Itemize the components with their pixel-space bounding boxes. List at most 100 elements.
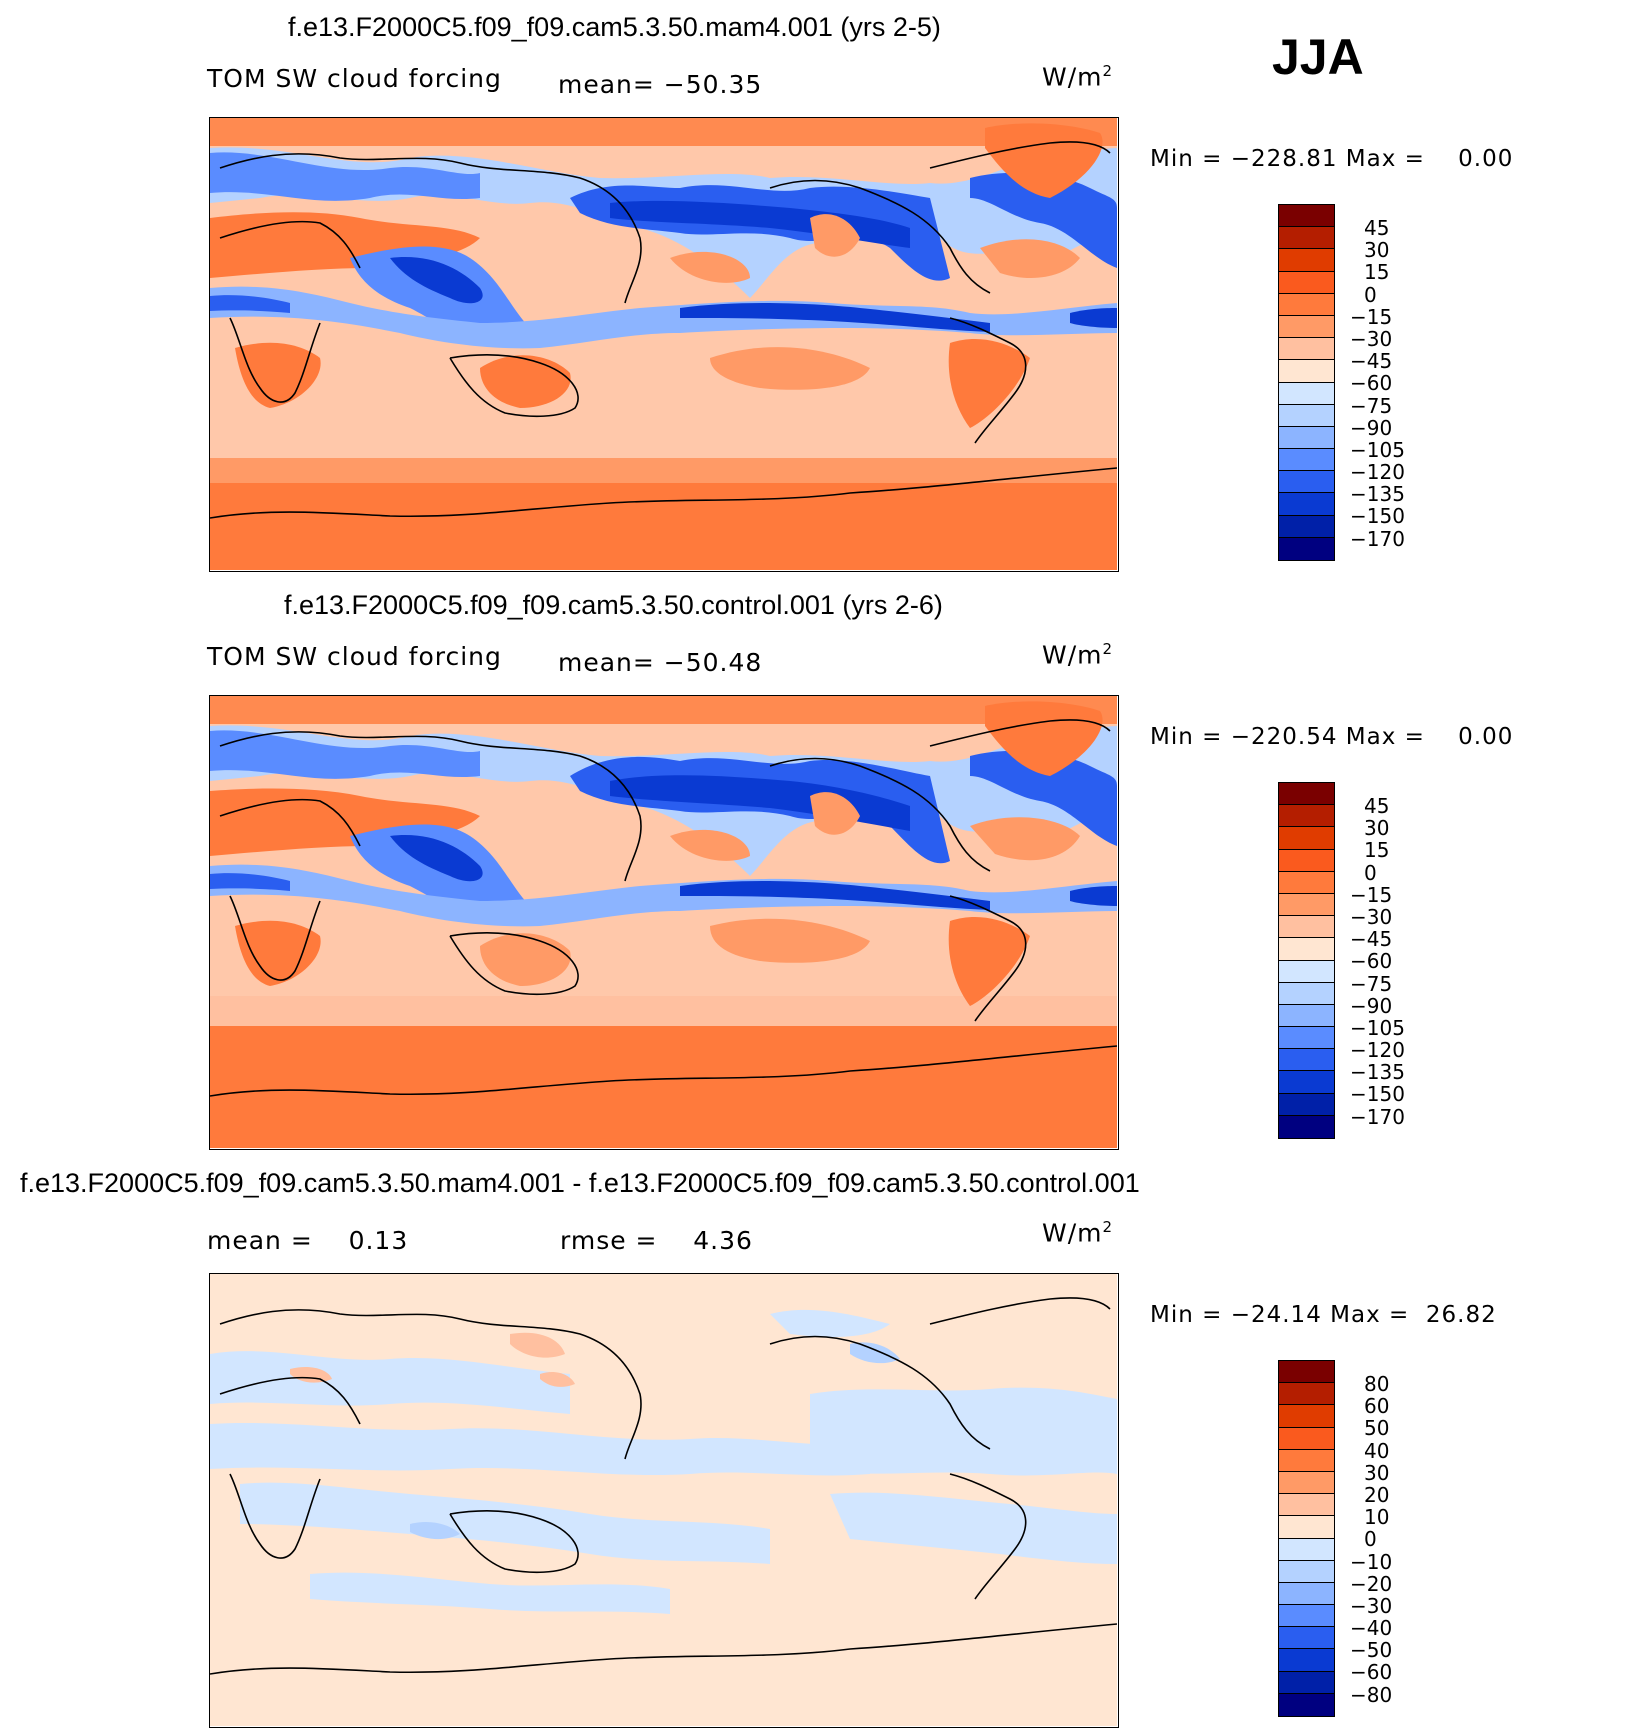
colorbar-tick-label: −30: [1350, 904, 1393, 929]
colorbar-swatch: [1279, 449, 1334, 472]
colorbar-swatches: [1279, 1361, 1334, 1716]
panel-2-title: f.e13.F2000C5.f09_f09.cam5.3.50.control.…: [284, 590, 943, 620]
colorbar-tick-label: −135: [1350, 1060, 1405, 1085]
panel-3-colorbar-labels: 80 60 50 40 30 20 10 0 −10 −20 −30 −40 −50 −60 −80: [1350, 1373, 1392, 1706]
panel-3-rmse: rmse = 4.36: [560, 1226, 753, 1255]
colorbar-tick-label: −15: [1350, 882, 1393, 907]
panel-2-colorbar-labels: 45 30 15 0 −15 −30 −45 −60 −75 −90 −105 −120 −135 −15…: [1350, 795, 1405, 1128]
colorbar-swatch: [1279, 805, 1334, 828]
colorbar-swatch: [1279, 1671, 1334, 1694]
colorbar-tick-label: −45: [1350, 927, 1393, 952]
colorbar-tick-label: 0: [1364, 1527, 1377, 1552]
colorbar-tick-label: −120: [1350, 460, 1405, 485]
colorbar-swatch: [1279, 1560, 1334, 1583]
colorbar-swatch: [1279, 1693, 1334, 1716]
panel-2-variable: TOM SW cloud forcing: [207, 642, 502, 671]
colorbar-swatch: [1279, 1649, 1334, 1672]
colorbar-swatch: [1279, 515, 1334, 538]
colorbar-swatch: [1279, 249, 1334, 272]
colorbar-tick-label: −45: [1350, 349, 1393, 374]
colorbar-tick-label: −150: [1350, 504, 1405, 529]
colorbar-tick-label: 30: [1364, 1460, 1390, 1485]
colorbar-swatch: [1279, 1449, 1334, 1472]
colorbar-tick-label: −10: [1350, 1549, 1393, 1574]
colorbar-swatch: [1279, 1471, 1334, 1495]
colorbar-tick-label: 80: [1364, 1372, 1390, 1396]
panel-1-variable: TOM SW cloud forcing: [207, 64, 502, 93]
colorbar-tick-label: −20: [1350, 1571, 1393, 1596]
colorbar-tick-label: −120: [1350, 1038, 1405, 1063]
colorbar-swatch: [1279, 1115, 1334, 1138]
colorbar-tick-label: 15: [1364, 838, 1390, 863]
season-label: JJA: [1272, 29, 1364, 85]
panel-1-mean: mean= −50.35: [558, 70, 763, 99]
panel-3-title: f.e13.F2000C5.f09_f09.cam5.3.50.mam4.001…: [20, 1168, 1140, 1198]
colorbar-swatch: [1279, 1516, 1334, 1539]
panel-1-colorbar-labels: 45 30 15 0 −15 −30 −45 −60 −75 −90 −105 −120 −135 −15…: [1350, 217, 1405, 550]
colorbar-tick-label: 20: [1364, 1482, 1390, 1507]
colorbar-swatch: [1279, 1605, 1334, 1628]
colorbar-swatch: [1279, 360, 1334, 383]
colorbar-swatch: [1279, 960, 1334, 983]
colorbar-swatch: [1279, 315, 1334, 339]
colorbar-swatch: [1279, 1494, 1334, 1517]
colorbar-tick-label: −75: [1350, 971, 1393, 996]
colorbar-swatches: [1279, 783, 1334, 1138]
colorbar-tick-label: 0: [1364, 860, 1377, 885]
colorbar-swatch: [1279, 849, 1334, 872]
colorbar-swatch: [1279, 783, 1334, 806]
colorbar-tick-label: −105: [1350, 437, 1405, 462]
colorbar-tick-label: 50: [1364, 1416, 1390, 1441]
colorbar-swatch: [1279, 1405, 1334, 1428]
panel-2-minmax: Min = −220.54 Max = 0.00: [1150, 724, 1514, 750]
colorbar-swatch: [1279, 982, 1334, 1005]
colorbar-tick-label: 45: [1364, 794, 1390, 818]
colorbar-tick-label: 60: [1364, 1394, 1390, 1419]
colorbar-swatch: [1279, 1027, 1334, 1050]
colorbar-tick-label: −50: [1350, 1638, 1393, 1663]
colorbar-tick-label: −60: [1350, 1660, 1393, 1685]
colorbar-swatch: [1279, 1049, 1334, 1072]
panel-1-title: f.e13.F2000C5.f09_f09.cam5.3.50.mam4.001…: [288, 12, 941, 42]
colorbar-swatch: [1279, 271, 1334, 294]
colorbar-tick-label: 45: [1364, 216, 1390, 240]
colorbar-tick-label: −135: [1350, 482, 1405, 507]
colorbar-swatches: [1279, 205, 1334, 560]
panel-1-minmax: Min = −228.81 Max = 0.00: [1150, 146, 1514, 172]
colorbar-tick-label: 15: [1364, 260, 1390, 285]
colorbar-tick-label: −30: [1350, 1593, 1393, 1618]
colorbar-tick-label: 10: [1364, 1505, 1390, 1530]
colorbar-tick-label: −60: [1350, 371, 1393, 396]
panel-1-units: W/m2: [1042, 62, 1114, 92]
colorbar-tick-label: −75: [1350, 393, 1393, 418]
colorbar-swatch: [1279, 205, 1334, 228]
colorbar-tick-label: −80: [1350, 1682, 1393, 1707]
colorbar-swatch: [1279, 827, 1334, 850]
colorbar-swatch: [1279, 1627, 1334, 1650]
colorbar-swatch: [1279, 426, 1334, 450]
colorbar-tick-label: −105: [1350, 1015, 1405, 1040]
colorbar-swatch: [1279, 916, 1334, 939]
colorbar-tick-label: −170: [1350, 526, 1405, 551]
panel-3-colorbar: [1278, 1360, 1335, 1717]
panel-3-units: W/m2: [1042, 1218, 1114, 1248]
colorbar-swatch: [1279, 382, 1334, 405]
panel-1-map: [209, 117, 1119, 572]
colorbar-swatch: [1279, 1093, 1334, 1116]
colorbar-swatch: [1279, 227, 1334, 250]
panel-1-colorbar: [1278, 204, 1335, 561]
colorbar-tick-label: 40: [1364, 1438, 1390, 1463]
colorbar-swatch: [1279, 1383, 1334, 1406]
colorbar-swatch: [1279, 1071, 1334, 1094]
panel-2-colorbar: [1278, 782, 1335, 1139]
colorbar-swatch: [1279, 871, 1334, 894]
panel-2-map: [209, 695, 1119, 1150]
panel-3-minmax: Min = −24.14 Max = 26.82: [1150, 1302, 1497, 1328]
colorbar-swatch: [1279, 1538, 1334, 1561]
colorbar-tick-label: −40: [1350, 1616, 1393, 1641]
colorbar-tick-label: −150: [1350, 1082, 1405, 1107]
colorbar-tick-label: −30: [1350, 326, 1393, 351]
colorbar-tick-label: −90: [1350, 993, 1393, 1018]
panel-3-map: [209, 1273, 1119, 1728]
colorbar-tick-label: 30: [1364, 816, 1390, 841]
